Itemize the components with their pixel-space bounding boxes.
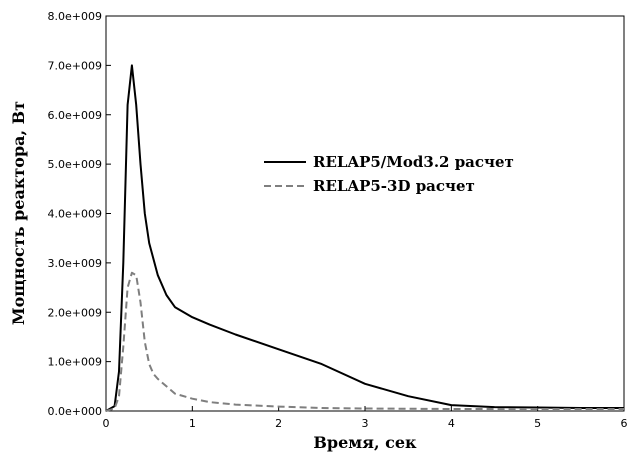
plot-frame xyxy=(105,15,625,412)
x-tick-label: 6 xyxy=(621,417,628,430)
x-tick-label: 4 xyxy=(448,417,455,430)
y-axis-title: Мощность реактора, Вт xyxy=(9,101,28,325)
legend-label-relap5-mod32: RELAP5/Mod3.2 расчет xyxy=(313,153,514,171)
legend-label-relap5-3d: RELAP5-3D расчет xyxy=(313,177,475,195)
legend: RELAP5/Mod3.2 расчет RELAP5-3D расчет xyxy=(264,153,514,195)
y-tick-label: 3.0e+009 xyxy=(48,257,102,270)
series-line-relap5-3d xyxy=(105,271,624,412)
y-tick-label: 7.0e+009 xyxy=(48,59,102,72)
x-tick-label: 1 xyxy=(189,417,196,430)
y-tick-label: 4.0e+009 xyxy=(48,208,102,221)
axis-ticks: 0 1 2 3 4 5 6 0.0e+000 1.0e+009 2.0e+009 3.0e+009 4… xyxy=(48,10,628,430)
y-tick-label: 8.0e+009 xyxy=(48,10,102,23)
y-tick-label: 5.0e+009 xyxy=(48,158,102,171)
y-tick-label: 6.0e+009 xyxy=(48,109,102,122)
y-tick-label: 2.0e+009 xyxy=(48,306,102,319)
x-tick-label: 5 xyxy=(534,417,541,430)
x-axis-title: Время, сек xyxy=(313,433,417,452)
x-tick-label: 2 xyxy=(275,417,282,430)
series-group xyxy=(105,64,624,412)
y-tick-label: 1.0e+009 xyxy=(48,356,102,369)
y-tick-label: 0.0e+000 xyxy=(48,405,102,418)
x-tick-label: 3 xyxy=(362,417,369,430)
series-line-relap5-mod32 xyxy=(105,64,624,412)
x-tick-label: 0 xyxy=(103,417,110,430)
